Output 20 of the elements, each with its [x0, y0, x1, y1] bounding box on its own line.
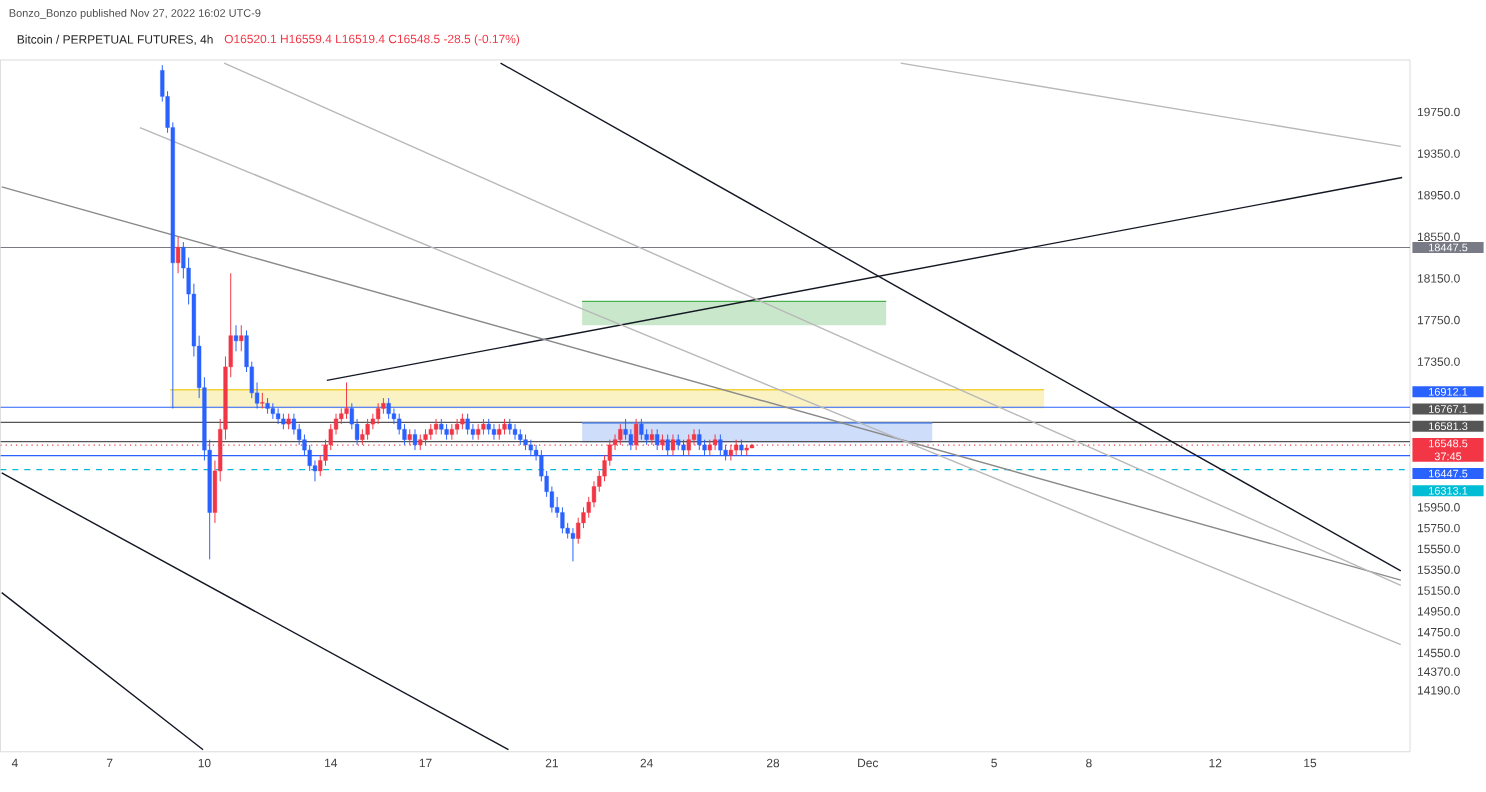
candlestick	[618, 423, 623, 446]
candlestick	[570, 527, 576, 563]
candlestick	[455, 418, 460, 436]
candlestick	[239, 324, 244, 352]
candlestick	[376, 402, 381, 425]
candlestick	[697, 428, 702, 451]
candlestick	[433, 418, 439, 436]
candlestick	[670, 434, 676, 456]
candlestick	[512, 423, 518, 441]
candlestick	[655, 428, 660, 451]
candlestick	[175, 236, 181, 274]
candlestick	[233, 324, 239, 352]
candlestick	[465, 413, 470, 436]
candlestick	[344, 382, 349, 420]
candlestick	[712, 434, 718, 451]
candlestick	[491, 423, 497, 441]
candlestick	[686, 434, 691, 456]
candlestick	[412, 428, 418, 451]
candlestick	[639, 418, 644, 441]
candlestick	[365, 418, 370, 441]
